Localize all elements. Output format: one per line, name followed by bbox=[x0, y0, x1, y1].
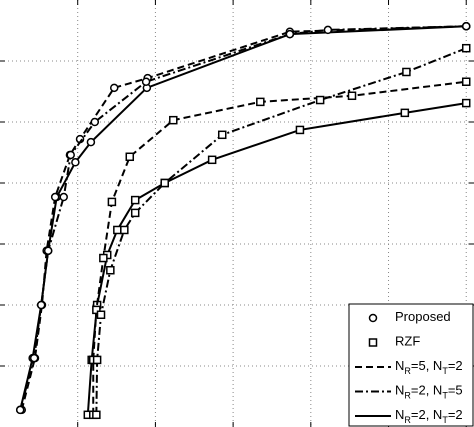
marker bbox=[169, 115, 178, 125]
legend: Proposed RZF NR=5, NT=2 NR=2, NT=5 NR=2, NT=… bbox=[348, 303, 474, 427]
marker bbox=[92, 355, 102, 365]
marker bbox=[50, 192, 60, 202]
marker bbox=[66, 150, 75, 160]
marker bbox=[36, 300, 46, 310]
marker bbox=[217, 130, 227, 140]
legend-label: Proposed bbox=[395, 309, 451, 324]
marker bbox=[99, 253, 108, 263]
legend-label: NR=5, NT=2 bbox=[395, 358, 463, 376]
marker bbox=[109, 83, 119, 93]
legend-label: NR=2, NT=2 bbox=[395, 407, 463, 425]
marker bbox=[461, 43, 471, 53]
line bbox=[92, 80, 467, 415]
legend-marker bbox=[368, 338, 378, 347]
legend-marker bbox=[368, 313, 378, 323]
marker bbox=[461, 98, 471, 108]
marker bbox=[29, 353, 39, 363]
marker bbox=[160, 178, 169, 188]
marker bbox=[461, 77, 471, 86]
marker bbox=[92, 410, 101, 420]
marker bbox=[141, 77, 151, 86]
legend-box bbox=[348, 303, 474, 427]
marker bbox=[400, 108, 410, 118]
legend-label: NR=2, NT=5 bbox=[395, 383, 463, 401]
marker bbox=[256, 97, 265, 107]
line bbox=[20, 25, 467, 411]
marker bbox=[323, 25, 333, 35]
marker bbox=[90, 117, 100, 127]
marker bbox=[285, 29, 295, 39]
marker bbox=[295, 125, 305, 135]
marker bbox=[130, 195, 140, 205]
marker bbox=[107, 197, 117, 207]
marker bbox=[125, 152, 135, 162]
marker bbox=[43, 246, 53, 255]
legend-label: RZF bbox=[395, 334, 420, 349]
marker bbox=[402, 67, 411, 77]
marker bbox=[59, 192, 68, 202]
marker bbox=[120, 225, 129, 235]
marker bbox=[96, 310, 106, 320]
marker bbox=[347, 91, 357, 101]
marker bbox=[106, 265, 115, 275]
marker bbox=[92, 305, 101, 315]
marker bbox=[207, 155, 217, 165]
marker bbox=[130, 208, 140, 218]
marker bbox=[315, 95, 325, 105]
marker bbox=[71, 158, 80, 167]
marker bbox=[113, 225, 122, 235]
marker bbox=[86, 137, 96, 147]
marker bbox=[461, 21, 471, 31]
marker bbox=[15, 405, 25, 415]
